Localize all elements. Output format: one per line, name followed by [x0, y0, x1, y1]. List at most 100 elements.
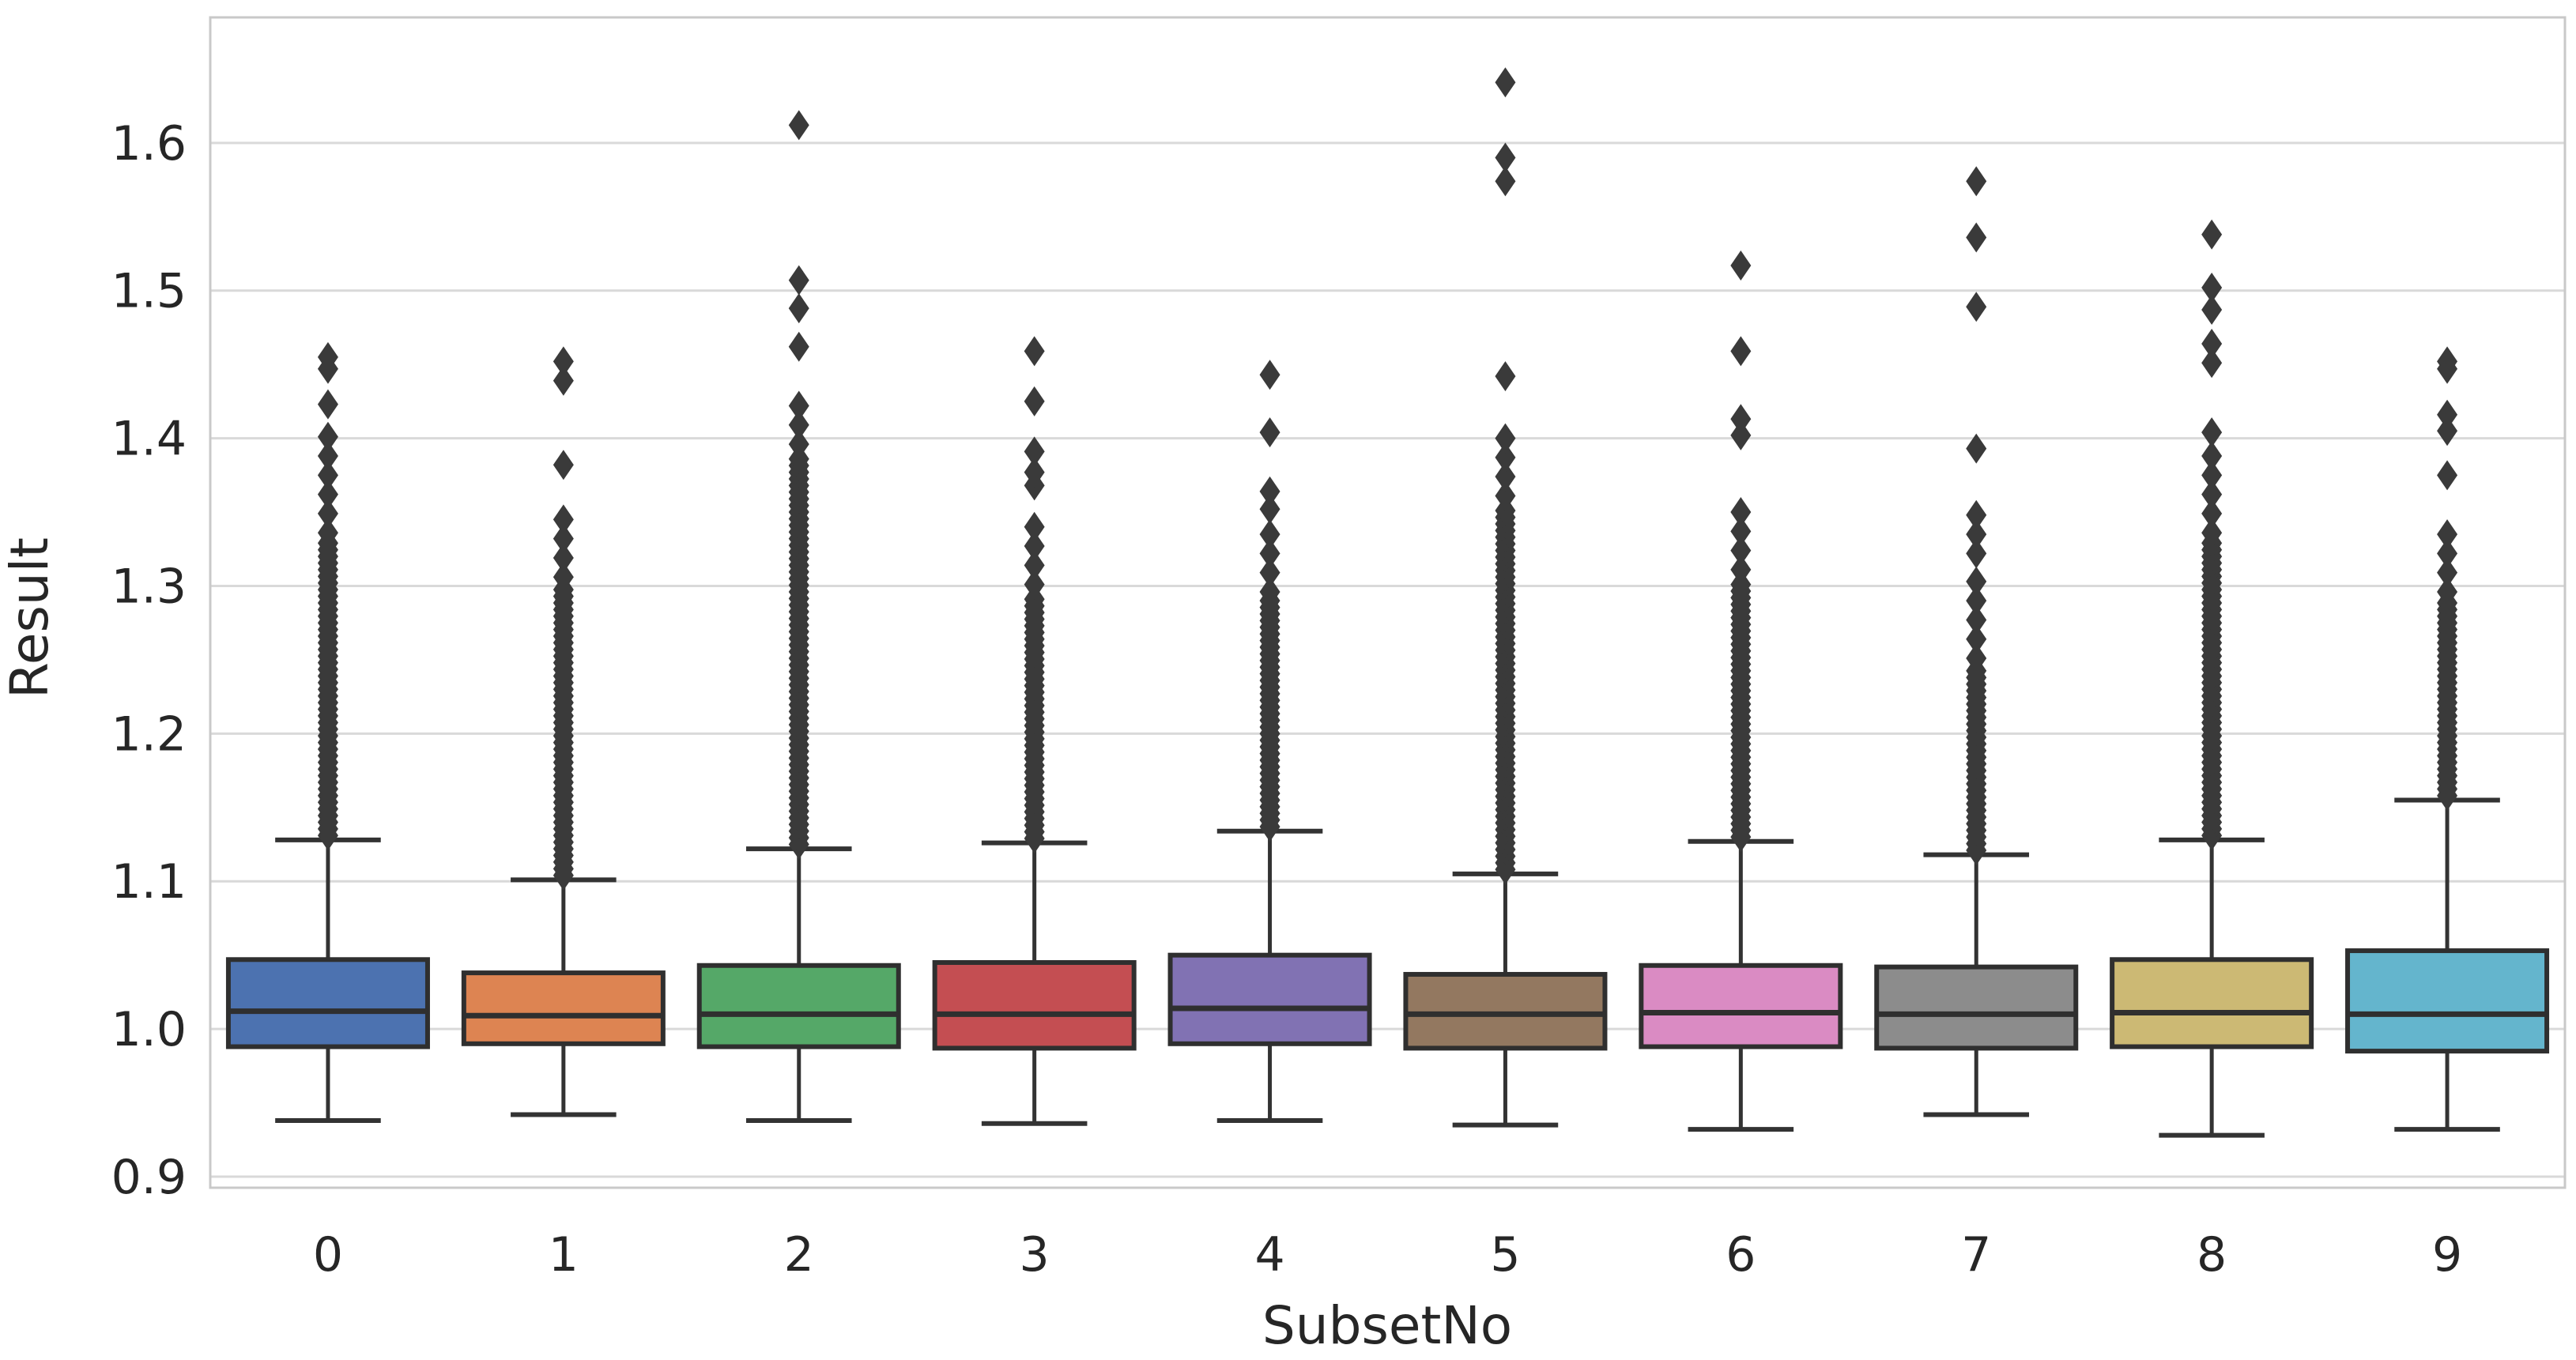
flier-subset-8: [2201, 498, 2223, 529]
flier-subset-2: [788, 110, 809, 141]
y-tick-label-1.3: 1.3: [111, 559, 187, 614]
flier-subset-6: [1730, 554, 1752, 585]
flier-subset-0: [317, 498, 338, 529]
flier-subset-0: [317, 421, 338, 452]
flier-subset-7: [1966, 605, 1987, 635]
flier-subset-5: [1495, 480, 1516, 511]
flier-subset-3: [1024, 457, 1045, 488]
flier-subset-2: [788, 265, 809, 296]
flier-subset-0: [317, 460, 338, 491]
flier-subset-5: [1495, 442, 1516, 473]
flier-subset-0: [317, 389, 338, 420]
x-tick-label-0: 0: [313, 1227, 343, 1283]
x-tick-label-1: 1: [549, 1227, 579, 1283]
flier-group-subset-8: [2201, 219, 2223, 851]
flier-subset-0: [317, 479, 338, 510]
y-tick-label-1.2: 1.2: [111, 706, 187, 762]
flier-subset-0: [317, 341, 338, 372]
flier-subset-3: [1024, 511, 1045, 542]
flier-subset-8: [2201, 417, 2223, 448]
flier-group-subset-6: [1730, 250, 1752, 853]
flier-subset-6: [1730, 336, 1752, 367]
box-group-subset-4: [1167, 828, 1372, 1123]
flier-group-subset-7: [1966, 166, 1987, 865]
box-subset-7: [1874, 964, 2079, 1051]
flier-subset-6: [1730, 420, 1752, 450]
y-tick-label-0.9: 0.9: [111, 1150, 187, 1205]
flier-subset-9: [2437, 416, 2458, 446]
flier-subset-7: [1966, 538, 1987, 569]
flier-subset-5: [1495, 361, 1516, 392]
flier-subset-7: [1966, 519, 1987, 550]
y-tick-label-1.4: 1.4: [111, 412, 187, 467]
flier-subset-8: [2201, 460, 2223, 491]
flier-subset-2: [788, 293, 809, 324]
box-group-subset-0: [225, 837, 430, 1123]
x-tick-label-3: 3: [1020, 1227, 1050, 1283]
flier-subset-8: [2201, 219, 2223, 250]
axis-layer: 0.9 1.0 1.1 1.2 1.3 1.4 1.5 1.6 0 1 2 3 4 5 6 7 8 9: [111, 116, 2463, 1283]
flier-subset-6: [1730, 497, 1752, 528]
flier-subset-0: [317, 441, 338, 472]
flier-subset-6: [1730, 404, 1752, 435]
flier-subset-7: [1966, 586, 1987, 616]
flier-subset-9: [2437, 460, 2458, 491]
flier-subset-8: [2201, 518, 2223, 548]
flier-subset-5: [1495, 166, 1516, 197]
box-subset-3: [932, 960, 1137, 1051]
flier-group-subset-0: [317, 341, 338, 851]
flier-subset-7: [1966, 166, 1987, 197]
flier-subset-4: [1259, 538, 1280, 569]
flier-subset-5: [1495, 142, 1516, 173]
flier-subset-5: [1495, 67, 1516, 98]
plot-border: [209, 16, 2567, 1189]
x-tick-label-8: 8: [2197, 1227, 2227, 1283]
flier-subset-3: [1024, 436, 1045, 467]
flier-subset-8: [2201, 295, 2223, 326]
flier-subset-4: [1259, 519, 1280, 550]
flier-group-subset-3: [1024, 336, 1045, 854]
flier-layer: [317, 67, 2458, 891]
flier-subset-4: [1259, 360, 1280, 390]
box-subset-1: [461, 970, 666, 1046]
box-layer: [225, 797, 2550, 1138]
x-tick-label-7: 7: [1961, 1227, 1991, 1283]
y-tick-label-1.5: 1.5: [111, 264, 187, 319]
x-tick-label-4: 4: [1254, 1227, 1284, 1283]
y-tick-label-1.6: 1.6: [111, 116, 187, 171]
box-subset-0: [225, 957, 430, 1049]
flier-subset-2: [788, 429, 809, 460]
box-group-subset-5: [1403, 871, 1608, 1128]
flier-group-subset-1: [553, 346, 574, 891]
flier-subset-1: [553, 523, 574, 554]
flier-subset-1: [553, 346, 574, 377]
flier-subset-3: [1024, 531, 1045, 562]
flier-subset-9: [2437, 576, 2458, 607]
box-subset-6: [1639, 963, 1843, 1049]
flier-subset-0: [317, 518, 338, 548]
flier-subset-3: [1024, 336, 1045, 367]
flier-subset-4: [1259, 576, 1280, 607]
flier-subset-2: [788, 390, 809, 421]
box-subset-9: [2345, 948, 2550, 1054]
y-tick-label-1.0: 1.0: [111, 1002, 187, 1057]
flier-subset-8: [2201, 272, 2223, 303]
flier-subset-4: [1259, 476, 1280, 507]
box-group-subset-7: [1874, 852, 2079, 1117]
flier-subset-1: [553, 504, 574, 535]
flier-subset-7: [1966, 433, 1987, 464]
flier-subset-8: [2201, 348, 2223, 379]
flier-subset-1: [553, 542, 574, 573]
flier-subset-1: [553, 365, 574, 396]
flier-group-subset-4: [1259, 360, 1280, 842]
flier-subset-7: [1966, 292, 1987, 322]
flier-subset-5: [1495, 461, 1516, 492]
flier-subset-4: [1259, 494, 1280, 525]
flier-subset-3: [1024, 569, 1045, 600]
flier-group-subset-5: [1495, 67, 1516, 885]
flier-subset-6: [1730, 535, 1752, 566]
x-axis-label: SubsetNo: [1262, 1295, 1512, 1356]
x-tick-label-9: 9: [2432, 1227, 2462, 1283]
flier-subset-7: [1966, 643, 1987, 674]
